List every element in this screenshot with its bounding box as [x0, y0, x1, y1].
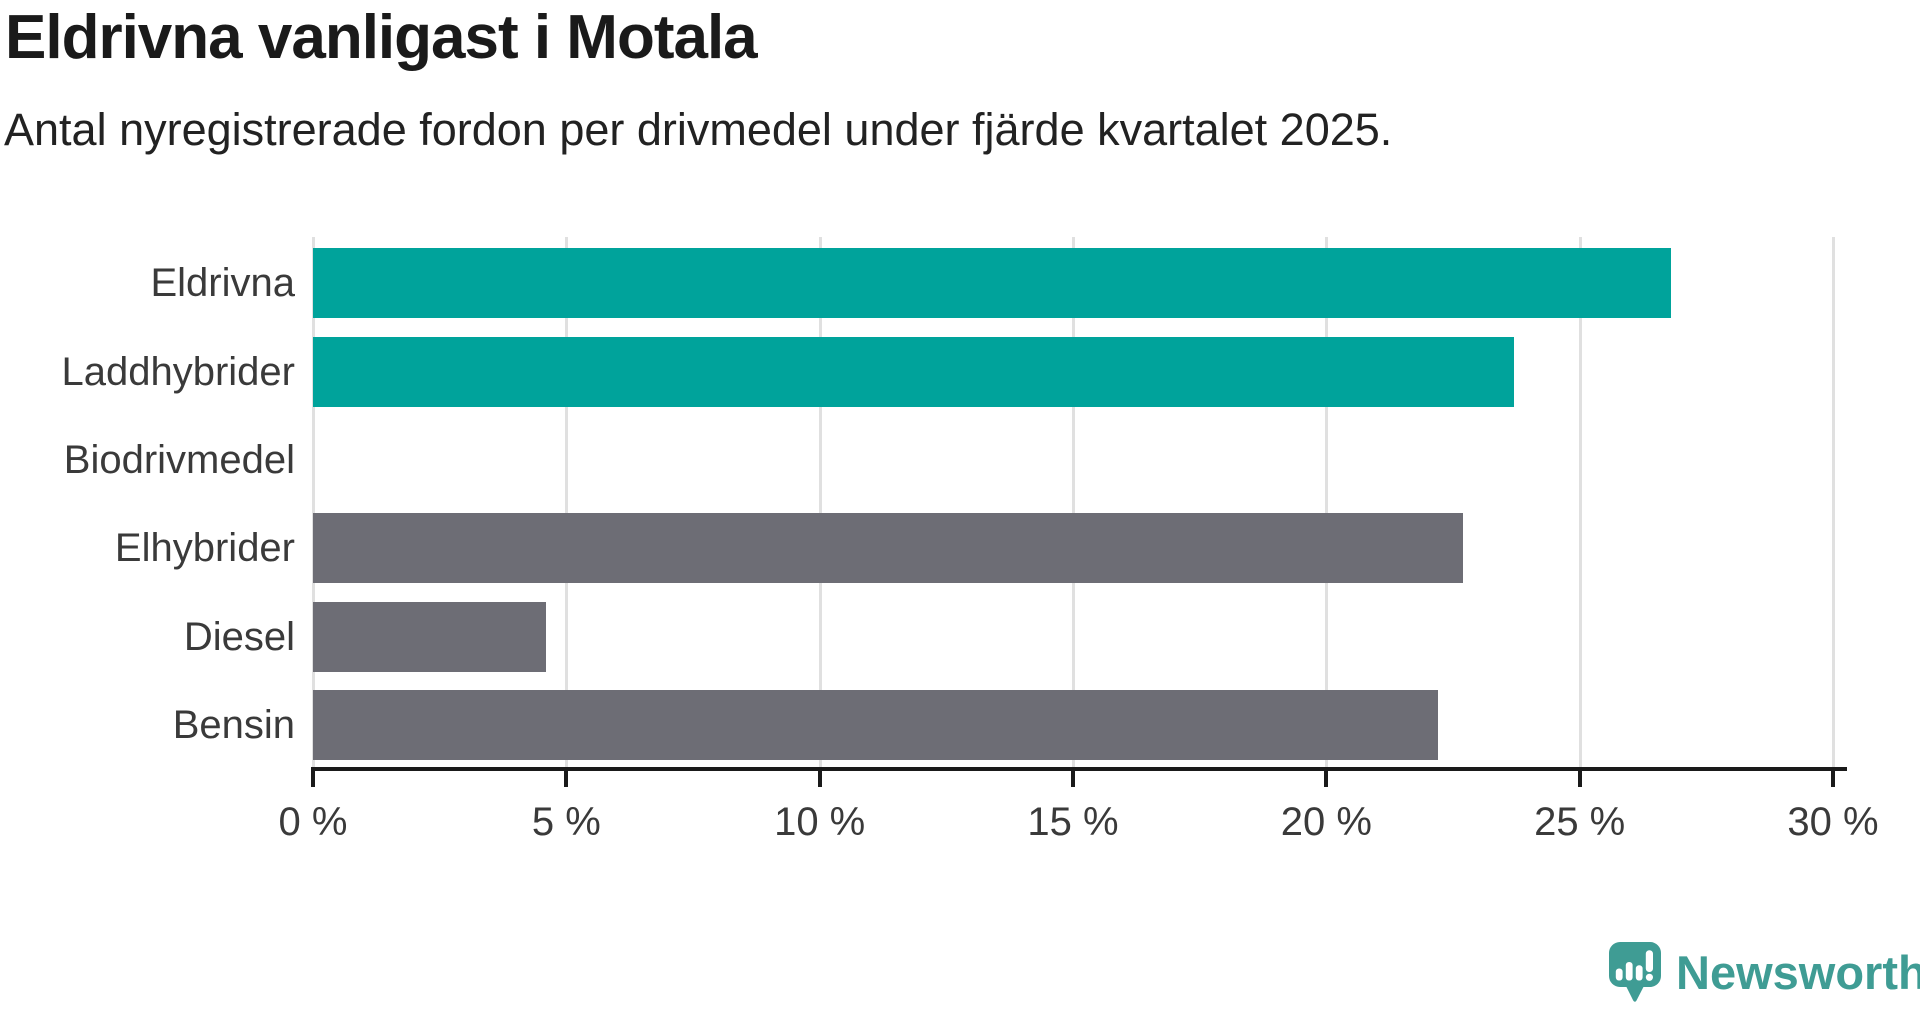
gridline [312, 237, 315, 767]
gridline [1325, 237, 1329, 767]
x-axis-tick [311, 771, 315, 787]
x-tick-label: 30 % [1787, 800, 1879, 844]
bar [313, 248, 1671, 319]
category-label: Bensin [172, 702, 295, 747]
x-axis-tick [1071, 771, 1075, 787]
category-label: Elhybrider [114, 526, 295, 571]
gridline [1072, 237, 1075, 767]
bar [313, 601, 547, 672]
x-axis-tick [1831, 771, 1835, 787]
chart-subtitle: Antal nyregistrerade fordon per drivmede… [4, 104, 1393, 155]
gridline [1832, 237, 1835, 767]
category-label: Diesel [183, 614, 295, 659]
x-axis-line [311, 767, 1847, 771]
newsworthy-logo-text: Newsworthy [1676, 946, 1920, 999]
newsworthy-logo-icon [1609, 942, 1661, 1002]
x-tick-label: 10 % [774, 800, 866, 844]
x-tick-label: 15 % [1027, 800, 1119, 844]
x-axis-tick [817, 771, 822, 787]
category-label: Laddhybrider [61, 349, 296, 394]
x-axis-tick [1577, 771, 1582, 787]
x-tick-label: 0 % [278, 800, 348, 844]
gridline [565, 237, 569, 767]
x-tick-label: 20 % [1280, 800, 1372, 844]
x-axis-tick [564, 771, 569, 787]
x-axis-tick [1324, 771, 1329, 787]
bar [313, 689, 1438, 760]
category-label: Biodrivmedel [63, 437, 295, 482]
gridline [1578, 237, 1582, 767]
x-tick-label: 5 % [531, 800, 601, 844]
chart-title: Eldrivna vanligast i Motala [5, 3, 758, 72]
category-label: Eldrivna [150, 261, 295, 306]
bar [313, 336, 1514, 407]
bar [313, 513, 1464, 584]
x-tick-label: 25 % [1534, 800, 1626, 844]
newsworthy-logo: Newsworthy [1609, 942, 1920, 1006]
gridline [818, 237, 822, 767]
